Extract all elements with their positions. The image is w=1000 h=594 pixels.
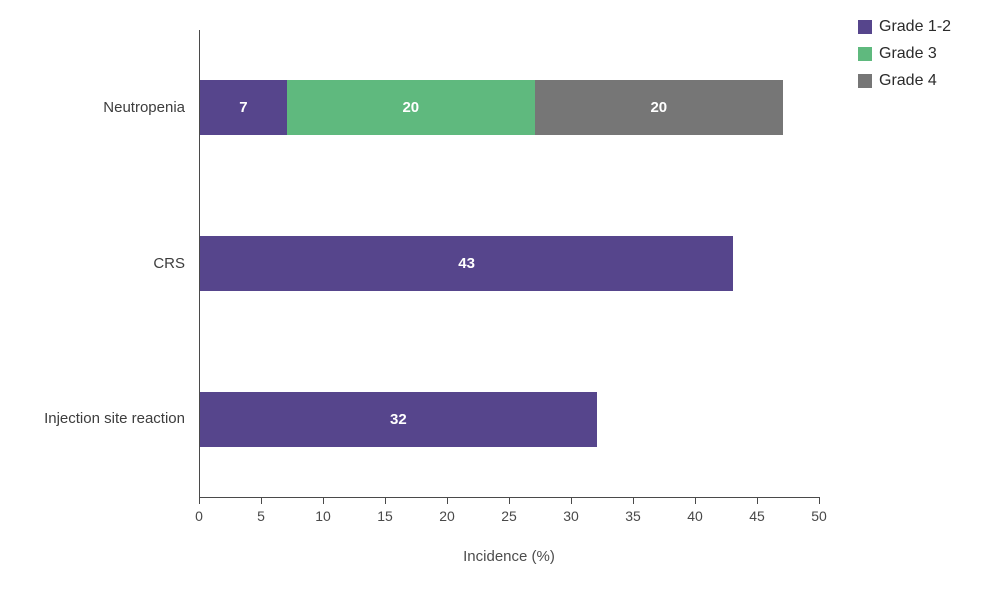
x-tick-mark [695, 498, 696, 504]
x-tick-mark [199, 498, 200, 504]
legend-label: Grade 1-2 [879, 18, 952, 35]
x-tick-label: 30 [563, 508, 579, 524]
legend-swatch-icon [858, 20, 872, 34]
legend-label: Grade 3 [879, 45, 937, 62]
x-tick-label: 10 [315, 508, 331, 524]
bar-row: 32 [200, 391, 820, 447]
x-axis-ticks: 0 5 10 15 20 25 30 35 40 45 50 [195, 498, 827, 538]
x-tick-mark [819, 498, 820, 504]
legend-item: Grade 1-2 [858, 18, 951, 36]
bar-segment: 20 [286, 80, 535, 136]
category-label: Neutropenia [103, 98, 185, 116]
legend: Grade 1-2 Grade 3 Grade 4 [858, 18, 951, 90]
legend-item: Grade 3 [858, 45, 951, 63]
legend-label: Grade 4 [879, 72, 937, 89]
x-tick-mark [447, 498, 448, 504]
x-tick-label: 20 [439, 508, 455, 524]
plot-area: 7 20 20 43 32 [199, 30, 820, 498]
x-tick-mark [261, 498, 262, 504]
x-tick-label: 25 [501, 508, 517, 524]
x-tick-label: 5 [257, 508, 265, 524]
x-tick-label: 45 [749, 508, 765, 524]
x-tick-mark [571, 498, 572, 504]
category-label: CRS [153, 254, 185, 272]
bar-segment: 32 [200, 391, 597, 447]
x-tick-label: 50 [811, 508, 827, 524]
bar-segment: 43 [200, 236, 734, 291]
x-tick-label: 15 [377, 508, 393, 524]
x-tick-label: 35 [625, 508, 641, 524]
bar-value-label: 7 [239, 99, 248, 117]
x-tick-mark [385, 498, 386, 504]
legend-swatch-icon [858, 47, 872, 61]
x-tick-mark [509, 498, 510, 504]
x-tick-mark [323, 498, 324, 504]
bar-row: 7 20 20 [200, 80, 820, 136]
x-axis-title: Incidence (%) [463, 548, 555, 565]
bar-value-label: 32 [390, 410, 407, 428]
bar-segment: 7 [200, 80, 287, 136]
bar-row: 43 [200, 236, 820, 291]
bar-value-label: 20 [402, 99, 420, 117]
category-axis-labels: Neutropenia CRS Injection site reaction [0, 30, 185, 497]
category-label: Injection site reaction [44, 410, 185, 428]
legend-swatch-icon [858, 74, 872, 88]
bar-value-label: 20 [650, 99, 668, 117]
x-tick-mark [757, 498, 758, 504]
x-tick-mark [633, 498, 634, 504]
x-tick-label: 40 [687, 508, 703, 524]
x-tick-label: 0 [195, 508, 203, 524]
bar-segment: 20 [534, 80, 783, 136]
legend-item: Grade 4 [858, 72, 951, 90]
bar-value-label: 43 [458, 255, 475, 272]
